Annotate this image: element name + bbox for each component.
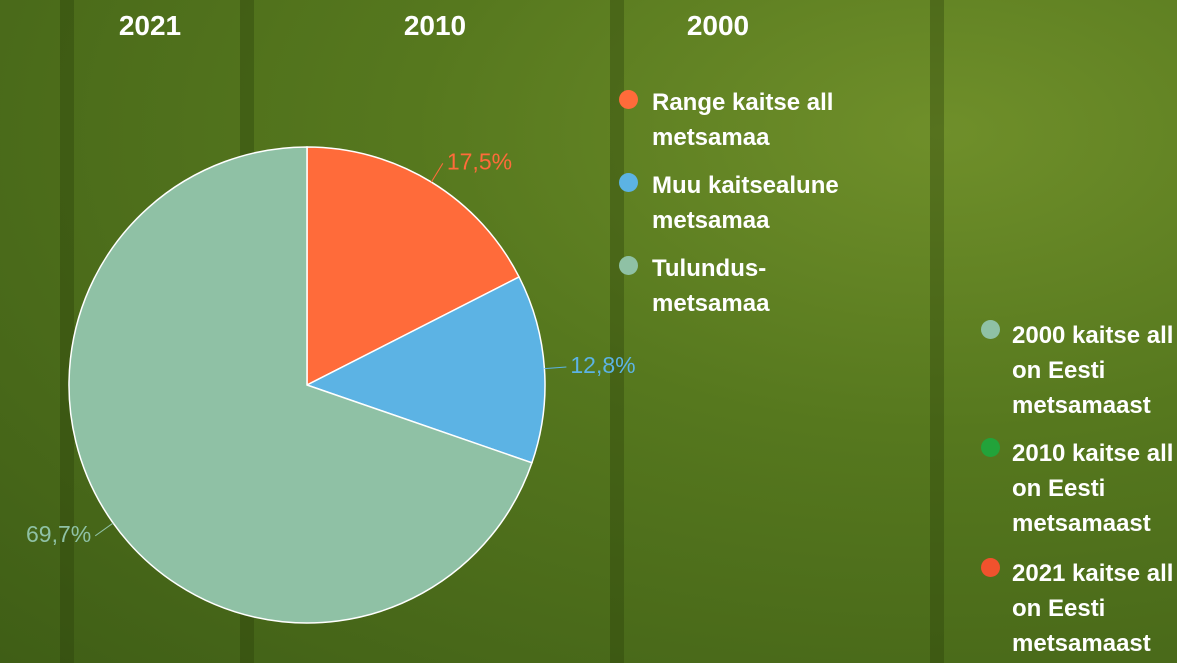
legend-marker <box>619 173 638 192</box>
chart: 17,5% 12,8% 69,7% <box>0 0 1177 663</box>
legend-label: Muu kaitsealune metsamaa <box>652 168 867 238</box>
legend-label: 2000 kaitse all on Eesti metsamaast <box>1012 318 1174 423</box>
legend-label: Range kaitse all metsamaa <box>652 85 867 155</box>
tab[interactable]: 2021 <box>70 10 230 42</box>
tab[interactable]: 2010 <box>355 10 515 42</box>
legend-label: 2010 kaitse all on Eesti metsamaast <box>1012 436 1174 541</box>
legend-marker <box>981 438 1000 457</box>
data-label: 69,7% <box>26 521 91 547</box>
legend-label: Tulundus-metsamaa <box>652 251 867 321</box>
tab[interactable]: 2000 <box>638 10 798 42</box>
leader-line <box>431 163 442 182</box>
legend-marker <box>981 558 1000 577</box>
page: 17,5%12,8%69,7% (() => { const data = JS… <box>0 0 1177 663</box>
legend-label: 2021 kaitse all on Eesti metsamaast <box>1012 556 1174 661</box>
data-label: 12,8% <box>570 352 635 378</box>
legend-marker <box>619 90 638 109</box>
leader-line <box>544 367 566 369</box>
legend-marker <box>981 320 1000 339</box>
leader-line <box>95 523 113 536</box>
data-label: 17,5% <box>447 148 512 174</box>
legend-marker <box>619 256 638 275</box>
